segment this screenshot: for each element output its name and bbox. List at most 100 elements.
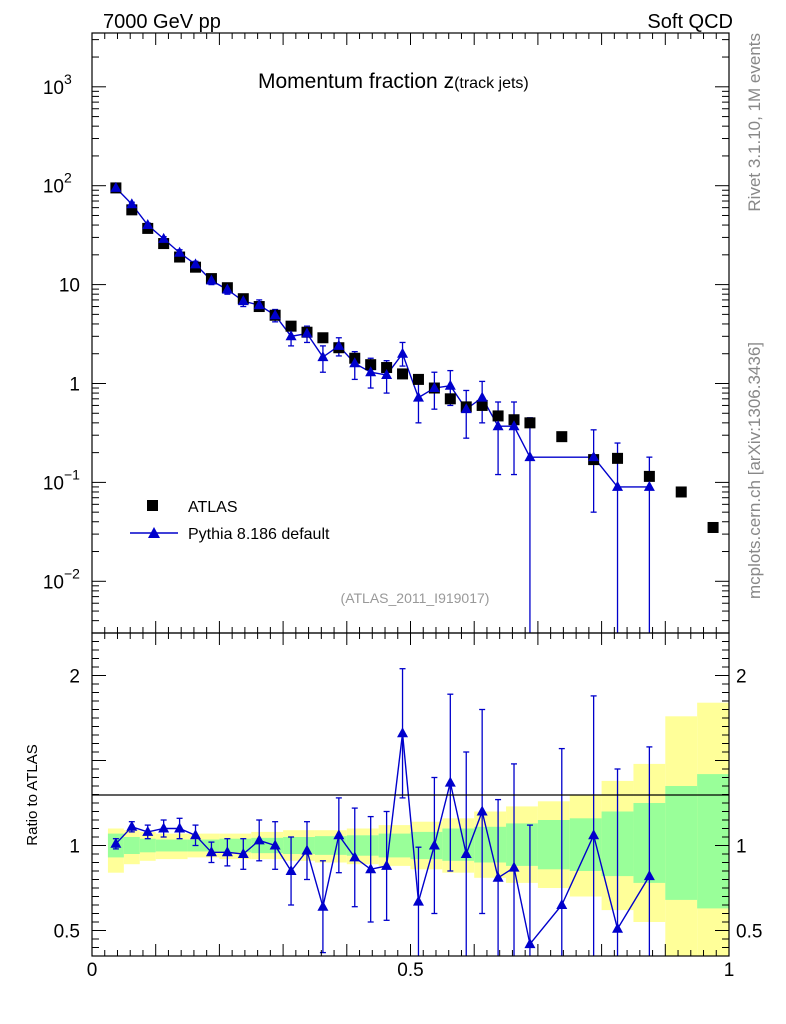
- ratio-mc-point: [508, 861, 520, 872]
- ratio-mc-point: [301, 844, 313, 855]
- ratio-y-tick-label-right: 0.5: [736, 922, 762, 943]
- header-right: Soft QCD: [647, 11, 733, 33]
- mc-point: [381, 368, 393, 379]
- data-point: [675, 486, 687, 498]
- side-rivet-label: Rivet 3.1.10, 1M events: [745, 33, 764, 212]
- mc-point: [588, 451, 600, 462]
- ratio-mc-point: [588, 829, 600, 840]
- mc-point: [110, 181, 122, 192]
- ratio-mc-point: [221, 846, 233, 857]
- ratio-y-tick-label-left: 0.5: [54, 922, 80, 943]
- mc-point: [158, 232, 170, 243]
- band-inner-segment: [506, 823, 538, 866]
- mc-point: [190, 258, 202, 269]
- side-mcplots-label: mcplots.cern.ch [arXiv:1306.3436]: [745, 342, 764, 599]
- mc-point: [301, 327, 313, 338]
- ratio-mc-point: [269, 839, 281, 850]
- ratio-mc-point: [237, 848, 249, 858]
- ratio-mc-point: [174, 822, 186, 833]
- main-y-tick-label: 10: [43, 177, 64, 198]
- mc-point: [412, 391, 424, 402]
- mc-point: [285, 330, 297, 341]
- ratio-mc-point: [381, 859, 393, 870]
- main-y-tick-base: 10: [43, 177, 64, 198]
- ratio-mc-point: [349, 851, 361, 862]
- mc-point: [317, 351, 329, 362]
- legend-data-label: ATLAS: [188, 499, 238, 516]
- mc-point: [428, 382, 440, 393]
- legend-mc-label: Pythia 8.186 default: [188, 526, 330, 543]
- ratio-mc-point: [190, 829, 202, 840]
- band-inner-segment: [665, 786, 698, 900]
- mc-point: [174, 246, 186, 257]
- data-point: [158, 238, 170, 250]
- mc-point: [237, 295, 249, 306]
- ratio-mc-point: [126, 820, 138, 831]
- ratio-mc-point: [643, 870, 655, 881]
- mc-point: [253, 299, 265, 310]
- mc-line: [115, 187, 650, 488]
- data-point: [412, 373, 424, 385]
- ratio-mc-point: [612, 922, 624, 933]
- mc-point: [126, 198, 138, 209]
- mc-point: [221, 283, 233, 294]
- ratio-y-tick-label-left: 2: [69, 667, 80, 688]
- data-point: [524, 417, 536, 429]
- analysis-id: (ATLAS_2011_I919017): [341, 590, 490, 606]
- ratio-mc-point: [333, 829, 345, 840]
- mc-point: [142, 219, 154, 230]
- ratio-y-tick-label-right: 1: [736, 837, 747, 858]
- ratio-ylabel: Ratio to ATLAS: [24, 744, 41, 845]
- ratio-mc-point: [556, 899, 568, 909]
- data-point: [476, 399, 488, 411]
- ratio-mc-point: [460, 848, 472, 858]
- band-inner-segment: [697, 774, 729, 909]
- chart-title-sub: (track jets): [454, 75, 529, 92]
- main-panel-series: [110, 181, 719, 633]
- band-inner-segment: [123, 837, 140, 854]
- band-inner-segment: [155, 839, 188, 852]
- mc-point: [444, 379, 456, 390]
- band-inner-segment: [187, 839, 220, 852]
- data-point: [612, 452, 624, 464]
- ratio-mc-point: [444, 776, 456, 787]
- data-point: [174, 251, 186, 263]
- ratio-mc-point: [397, 727, 409, 738]
- legend-data-marker: [147, 500, 158, 511]
- ratio-mc-point: [365, 863, 377, 874]
- data-point: [707, 521, 719, 533]
- x-tick-label: 0: [87, 960, 98, 981]
- mc-point: [333, 339, 345, 350]
- ratio-mc-point: [476, 805, 488, 816]
- main-y-tick-label: 10: [43, 572, 64, 593]
- main-y-tick-label: 10: [43, 78, 64, 99]
- ratio-mc-point: [428, 839, 440, 850]
- band-inner-segment: [219, 838, 252, 853]
- mc-point: [269, 309, 281, 320]
- main-y-tick-exponent: 3: [64, 71, 72, 87]
- data-point: [285, 320, 297, 332]
- data-point: [643, 470, 655, 482]
- x-tick-label: 0.5: [397, 960, 423, 981]
- band-inner-segment: [139, 838, 156, 853]
- header-left: 7000 GeV pp: [103, 11, 221, 33]
- main-y-tick-base: 10: [43, 572, 64, 593]
- main-y-tick-base: 10: [43, 78, 64, 99]
- mc-point: [643, 480, 655, 491]
- x-tick-label: 1: [724, 960, 735, 981]
- band-inner-segment: [569, 818, 602, 871]
- ratio-mc-point: [205, 846, 217, 857]
- ratio-mc-point: [317, 900, 329, 911]
- data-point: [381, 362, 393, 374]
- data-point: [126, 204, 138, 216]
- ratio-mc-point: [285, 865, 297, 875]
- data-point: [317, 332, 329, 344]
- ratio-mc-point: [492, 871, 504, 882]
- mc-point: [492, 420, 504, 431]
- mc-point: [205, 274, 217, 285]
- data-point: [397, 368, 409, 380]
- mc-point: [476, 391, 488, 402]
- main-panel-frame: [91, 32, 730, 634]
- main-y-tick-base: 1: [69, 374, 80, 395]
- mc-point: [524, 451, 536, 462]
